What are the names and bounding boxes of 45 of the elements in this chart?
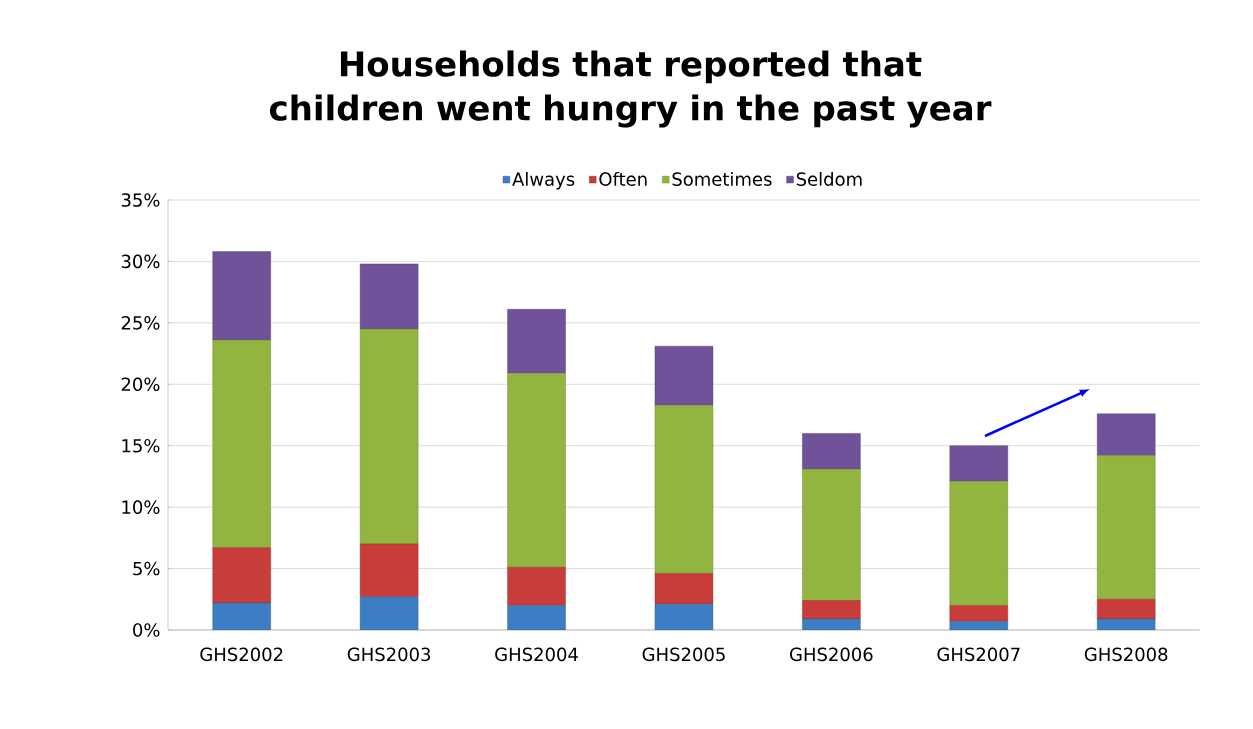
x-tick-label: GHS2003: [347, 647, 431, 662]
bar: [507, 309, 566, 374]
chart-title: Households that reported that children went hungry in the past year: [270, 50, 992, 128]
legend-label: Seldom: [796, 172, 862, 186]
bar: [654, 346, 714, 406]
bar: [212, 547, 271, 604]
bar: [359, 263, 419, 330]
bar: [802, 468, 861, 601]
bar: [802, 433, 861, 470]
y-tick-label: 25%: [121, 316, 160, 330]
bar: [949, 605, 1008, 622]
x-tick-label: GHS2002: [200, 647, 283, 662]
y-tick-label: 35%: [121, 193, 160, 207]
bar: [1097, 413, 1156, 456]
legend-label: Always: [512, 172, 575, 190]
x-tick-label: GHS2008: [1084, 647, 1168, 662]
x-tick-label: GHS2007: [937, 647, 1020, 662]
bar: [359, 328, 419, 545]
legend-label: Sometimes: [672, 172, 772, 186]
bar: [507, 373, 566, 568]
bar: [949, 481, 1008, 606]
bar: [212, 602, 271, 630]
y-tick-label: 15%: [122, 438, 160, 453]
x-tick-label: GHS2006: [790, 647, 873, 662]
bar: [654, 604, 714, 630]
bar: [359, 596, 419, 630]
bar: [949, 445, 1008, 482]
bar: [359, 543, 419, 598]
x-tick-label: GHS2004: [495, 647, 578, 662]
bar: [212, 251, 271, 341]
y-tick-label: 5%: [133, 561, 160, 576]
bar: [212, 339, 271, 548]
y-tick-label: 20%: [121, 377, 160, 392]
y-tick-label: 10%: [122, 500, 160, 514]
bar: [507, 605, 566, 630]
x-tick-label: GHS2005: [642, 647, 725, 662]
bar: [1097, 599, 1156, 620]
legend-label: Often: [599, 172, 647, 186]
bar: [1097, 455, 1156, 600]
bar: [654, 404, 714, 574]
y-tick-label: 0%: [133, 623, 160, 637]
bar: [507, 567, 566, 606]
bar: [654, 573, 714, 605]
bar: [802, 600, 861, 620]
y-tick-label: 30%: [121, 254, 160, 269]
